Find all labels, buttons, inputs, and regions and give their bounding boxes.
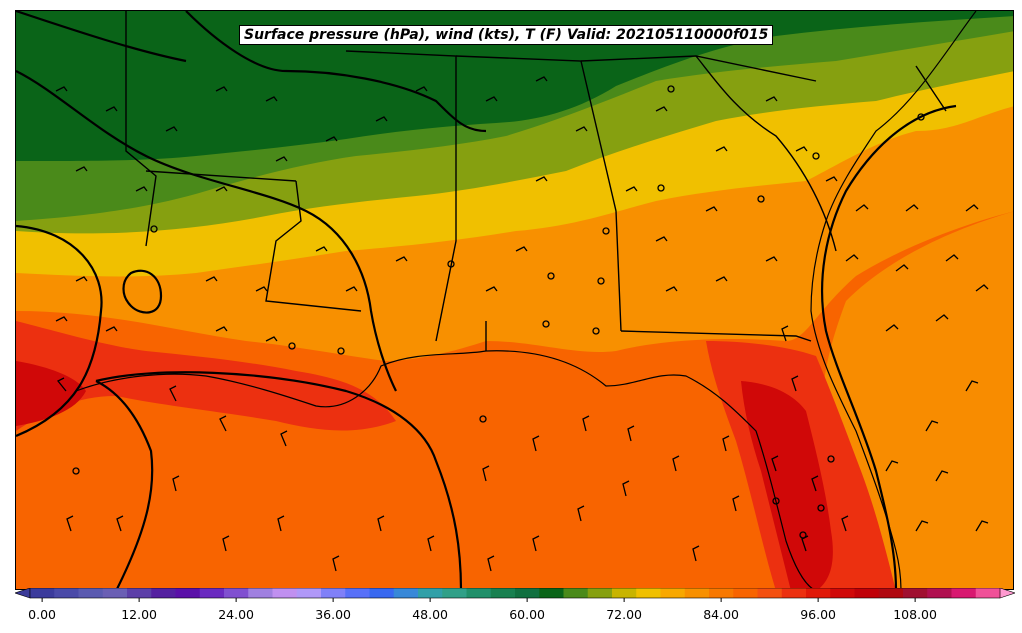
colorbar-tick-label: 48.00 <box>412 607 448 622</box>
colorbar-extend-high <box>999 588 1015 599</box>
colorbar-segment <box>515 588 540 598</box>
colorbar-segment <box>151 588 176 598</box>
colorbar-segment <box>830 588 855 598</box>
colorbar-segment <box>175 588 201 598</box>
colorbar-segment <box>709 588 734 598</box>
colorbar-segment <box>684 588 710 598</box>
colorbar-segment <box>587 588 613 598</box>
colorbar-segment <box>369 588 395 598</box>
colorbar-segment <box>612 588 637 598</box>
isobars <box>16 11 957 589</box>
colorbar-segment <box>563 588 589 598</box>
colorbar-tick-label: 108.00 <box>893 607 937 622</box>
temp-band-warmer <box>16 11 1013 589</box>
colorbar-tick-label: 72.00 <box>606 607 642 622</box>
temp-pocket-hottest-west <box>16 361 86 426</box>
temp-band-coolest-north <box>16 11 1013 161</box>
colorbar-segment <box>951 588 977 598</box>
temperature-colorbar <box>15 588 1015 602</box>
colorbar-border <box>29 588 1001 599</box>
colorbar-segment <box>54 588 79 598</box>
colorbar-segment <box>854 588 880 598</box>
wind-barbs <box>55 76 989 572</box>
colorbar-tick-label: 96.00 <box>800 607 836 622</box>
colorbar-extend-low <box>15 588 31 599</box>
colorbar-segment <box>248 588 273 598</box>
gulf-coastline <box>75 350 814 589</box>
colorbar-tick-label: 12.00 <box>121 607 157 622</box>
colorbar-segment <box>224 588 249 598</box>
calm-wind-markers <box>72 85 925 539</box>
colorbar-segment <box>975 588 1001 598</box>
map-title: Surface pressure (hPa), wind (kts), T (F… <box>239 25 774 45</box>
state-boundaries <box>125 11 947 351</box>
colorbar-segment <box>78 588 104 598</box>
colorbar-segment <box>102 588 128 598</box>
weather-map: Surface pressure (hPa), wind (kts), T (F… <box>15 10 1014 590</box>
colorbar-tick-label: 0.00 <box>28 607 57 622</box>
colorbar-segment <box>272 588 298 598</box>
colorbar-segment <box>878 588 904 598</box>
colorbar-segment <box>321 588 346 598</box>
colorbar-segment <box>345 588 370 598</box>
temp-pocket-hottest-florida <box>741 381 833 589</box>
colorbar-segment <box>806 588 831 598</box>
colorbar-segment <box>636 588 661 598</box>
colorbar-tick-label: 84.00 <box>703 607 739 622</box>
colorbar-tick-label: 60.00 <box>509 607 545 622</box>
colorbar-segment <box>781 588 807 598</box>
colorbar-tick-label: 24.00 <box>218 607 254 622</box>
colorbar-segment <box>927 588 952 598</box>
colorbar-segment <box>757 588 783 598</box>
colorbar-segment <box>296 588 322 598</box>
colorbar-segment <box>466 588 492 598</box>
colorbar-segment <box>199 588 225 598</box>
colorbar-segment <box>490 588 516 598</box>
colorbar-segment <box>418 588 443 598</box>
map-canvas <box>16 11 1013 589</box>
colorbar-segment <box>733 588 758 598</box>
colorbar-segment <box>30 588 55 598</box>
colorbar-segment <box>903 588 928 598</box>
colorbar-segment <box>393 588 419 598</box>
colorbar-tick-label: 36.00 <box>315 607 351 622</box>
colorbar-segment <box>539 588 564 598</box>
colorbar-segment <box>660 588 686 598</box>
colorbar-segment <box>127 588 152 598</box>
colorbar-segment <box>442 588 467 598</box>
